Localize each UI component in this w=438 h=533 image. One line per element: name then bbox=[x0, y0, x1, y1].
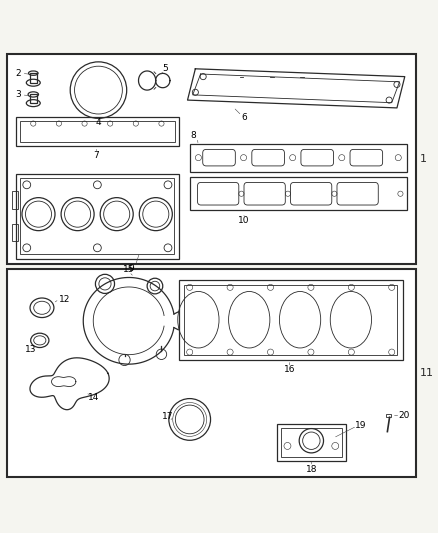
Bar bbox=[30, 73, 37, 83]
Bar bbox=[190, 143, 407, 172]
Bar bbox=[179, 279, 403, 360]
Text: 7: 7 bbox=[93, 151, 99, 160]
Bar bbox=[11, 191, 18, 209]
Text: 3: 3 bbox=[16, 91, 21, 99]
Text: 5: 5 bbox=[162, 64, 168, 74]
Text: 1: 1 bbox=[420, 154, 427, 164]
Bar bbox=[20, 179, 174, 254]
Bar bbox=[7, 54, 416, 264]
Bar bbox=[20, 122, 175, 142]
Text: 4: 4 bbox=[95, 118, 101, 127]
Bar bbox=[11, 224, 18, 241]
Bar bbox=[184, 285, 397, 354]
Bar bbox=[190, 177, 407, 210]
Text: 13: 13 bbox=[25, 344, 36, 353]
Text: 10: 10 bbox=[238, 216, 250, 225]
Text: 16: 16 bbox=[284, 365, 295, 374]
Bar bbox=[30, 94, 37, 103]
Text: 2: 2 bbox=[16, 69, 21, 78]
Text: 14: 14 bbox=[88, 393, 100, 402]
Text: 17: 17 bbox=[162, 413, 173, 421]
Text: 6: 6 bbox=[241, 113, 247, 122]
Text: 15: 15 bbox=[123, 265, 134, 274]
Bar bbox=[16, 117, 179, 146]
Bar bbox=[281, 429, 342, 457]
Text: 18: 18 bbox=[306, 465, 317, 474]
Text: 9: 9 bbox=[128, 264, 134, 273]
Text: 11: 11 bbox=[420, 368, 434, 378]
Text: 19: 19 bbox=[355, 422, 366, 431]
Text: 12: 12 bbox=[60, 295, 71, 304]
Text: 8: 8 bbox=[191, 131, 197, 140]
Bar bbox=[7, 269, 416, 477]
Bar bbox=[16, 174, 179, 259]
Text: 20: 20 bbox=[399, 410, 410, 419]
Bar bbox=[276, 424, 346, 461]
Bar bbox=[385, 414, 391, 417]
